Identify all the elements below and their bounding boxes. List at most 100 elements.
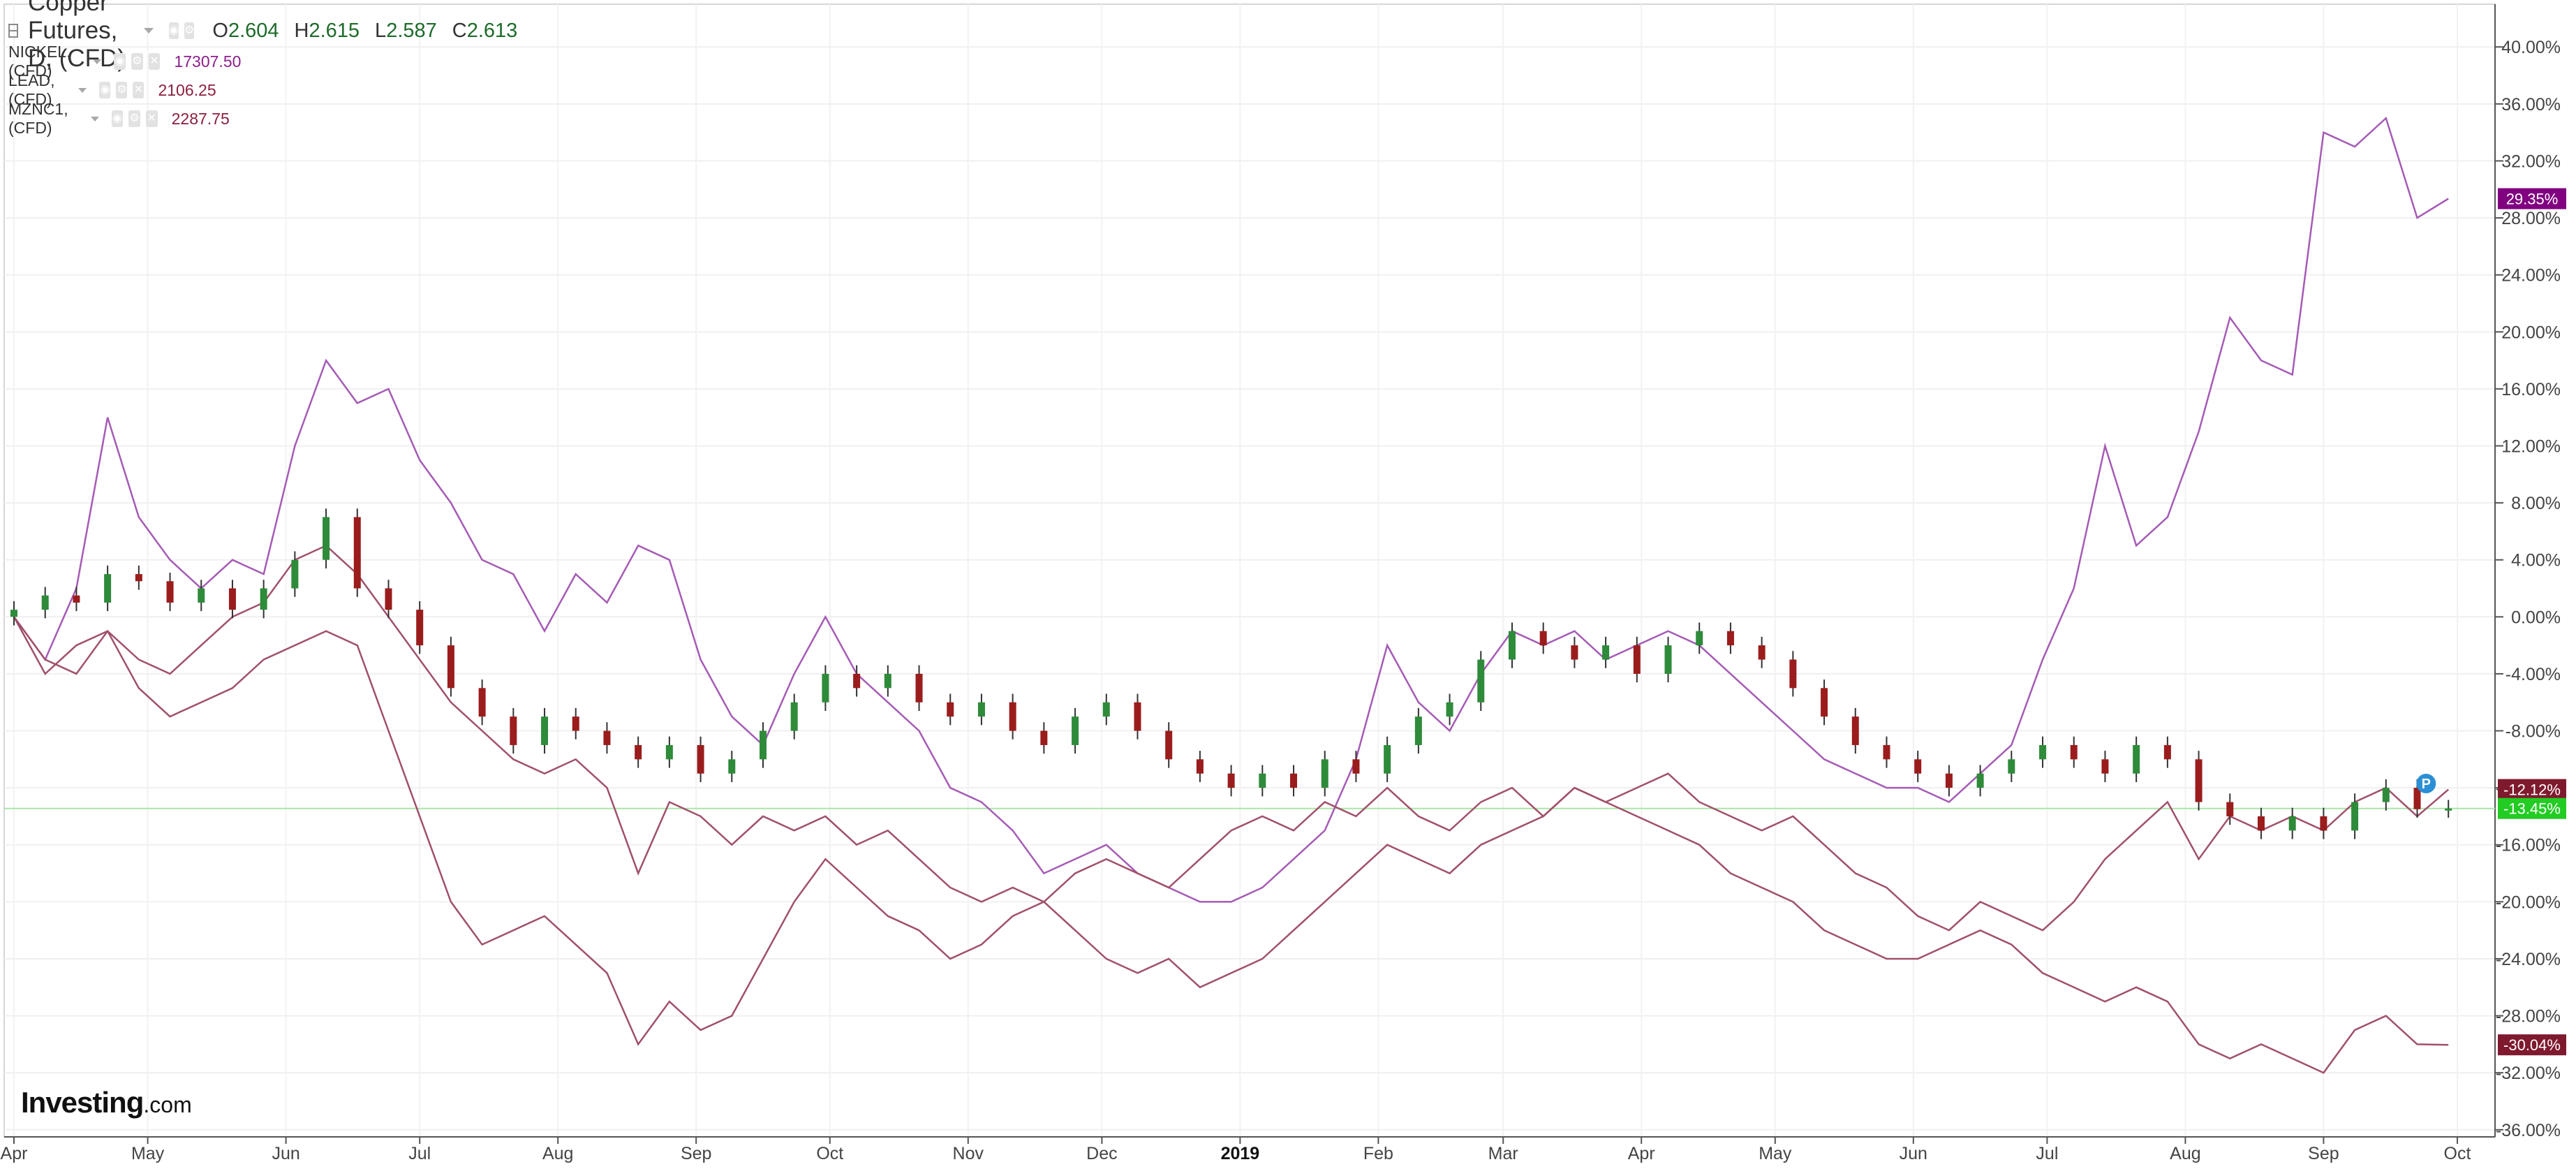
candle-body (1321, 759, 1328, 788)
x-tick-label: Jun (1900, 1144, 1927, 1163)
candle-body (1571, 645, 1578, 660)
chevron-down-icon[interactable] (144, 28, 154, 34)
series-line-2 (13, 544, 2450, 932)
marker-circle (2416, 774, 2436, 794)
x-tick-label: Mar (1488, 1144, 1518, 1163)
candle-body (1696, 631, 1703, 646)
copper-candles (10, 508, 2452, 839)
candle-body (1821, 688, 1828, 717)
candle-body (697, 744, 704, 774)
y-tick-label: 16.00% (2501, 380, 2561, 399)
candle-body (1009, 702, 1016, 731)
candle-body (1446, 702, 1453, 717)
gear-icon[interactable]: ⚙ (184, 22, 195, 39)
candle-body (1883, 744, 1890, 760)
candle-body (385, 588, 392, 610)
x-tick-label: Sep (681, 1144, 711, 1163)
gear-icon[interactable]: ⚙ (128, 110, 140, 127)
overlay-row-mznc1: MZNC1, (CFD) ◉ ⚙ ✕ 2287.75 (8, 100, 230, 137)
x-tick-label: Jul (408, 1144, 431, 1163)
x-tick-label: Dec (1086, 1144, 1117, 1163)
candle-body (353, 517, 361, 589)
chevron-down-icon[interactable] (78, 87, 87, 93)
ohlc-open: O2.604 (212, 19, 279, 42)
candle-body (478, 688, 486, 717)
candle-body (447, 645, 454, 689)
candle-body (947, 702, 954, 717)
eye-icon[interactable]: ◉ (99, 82, 111, 98)
candle-body (853, 673, 861, 689)
y-tick-label: 28.00% (2501, 209, 2561, 228)
candle-body (198, 588, 205, 603)
x-tick-label: Feb (1363, 1144, 1393, 1163)
candle-body (1633, 645, 1641, 674)
y-tick-label: 40.00% (2501, 38, 2561, 57)
candle-body (790, 702, 798, 731)
x-tick-label: May (131, 1144, 165, 1163)
x-tick-label: Nov (953, 1144, 984, 1163)
chevron-down-icon[interactable] (90, 116, 99, 122)
close-icon[interactable]: ✕ (148, 53, 161, 70)
candle-body (2445, 808, 2452, 811)
chevron-down-icon[interactable] (93, 59, 102, 64)
overlay-title[interactable]: MZNC1, (CFD) (8, 100, 68, 137)
eye-icon[interactable]: ◉ (111, 110, 124, 127)
gear-icon[interactable]: ⚙ (131, 53, 143, 70)
y-tick-label: 0.00% (2511, 608, 2561, 627)
candle-body (1789, 659, 1797, 689)
candle-body (1914, 759, 1922, 774)
candle-body (603, 730, 611, 745)
candle-body (2039, 744, 2047, 760)
candle-body (977, 702, 985, 717)
candle-body (759, 730, 767, 760)
marker-label: P (2422, 777, 2431, 792)
candle-body (1726, 631, 1734, 646)
candle-body (323, 517, 330, 560)
candle-body (2133, 744, 2140, 774)
candle-body (1102, 702, 1110, 717)
overlay-title[interactable]: LEAD, (CFD) (8, 71, 55, 108)
y-tick-label: -8.00% (2505, 722, 2561, 742)
x-tick-label: Apr (1, 1144, 28, 1163)
candle-body (1227, 773, 1235, 788)
candle-body (2008, 759, 2015, 774)
y-tick-label: 20.00% (2501, 323, 2561, 342)
candle-body (572, 716, 579, 731)
close-icon[interactable]: ✕ (145, 110, 158, 127)
candle-body (2163, 744, 2171, 760)
candle-body (2351, 802, 2359, 831)
candle-body (1539, 631, 1547, 646)
candle-body (822, 673, 829, 703)
candle-body (1602, 645, 1610, 660)
collapse-legend-button[interactable] (8, 24, 18, 38)
ohlc-low: L2.587 (375, 19, 437, 42)
last-value-label: -30.04% (2503, 1036, 2561, 1054)
close-icon[interactable]: ✕ (133, 82, 145, 98)
candle-body (665, 744, 673, 760)
last-value-badge (2498, 797, 2566, 819)
x-tick-label: 2019 (1221, 1144, 1260, 1163)
candle-body (2226, 802, 2234, 816)
y-tick-label: 8.00% (2511, 494, 2561, 513)
overlay-title[interactable]: NICKEL, (CFD) (8, 43, 71, 80)
candle-body (228, 588, 236, 610)
gear-icon[interactable]: ⚙ (116, 82, 128, 98)
x-tick-label: Aug (542, 1144, 573, 1163)
candle-body (2320, 816, 2327, 831)
candle-body (1477, 659, 1485, 703)
candle-body (2382, 788, 2390, 802)
candle-body (1976, 773, 1984, 788)
y-tick-label: 36.00% (2501, 95, 2561, 115)
eye-icon[interactable]: ◉ (169, 22, 179, 39)
y-tick-label: -16.00% (2496, 836, 2561, 855)
candle-body (541, 716, 549, 745)
candle-body (2195, 759, 2203, 802)
candle-body (1290, 773, 1298, 788)
candle-body (41, 595, 49, 610)
main-series-title[interactable]: Copper Futures, D, (CFD) (28, 0, 126, 72)
eye-icon[interactable]: ◉ (114, 53, 126, 70)
y-tick-label: -36.00% (2496, 1121, 2561, 1140)
candle-body (1945, 773, 1953, 788)
